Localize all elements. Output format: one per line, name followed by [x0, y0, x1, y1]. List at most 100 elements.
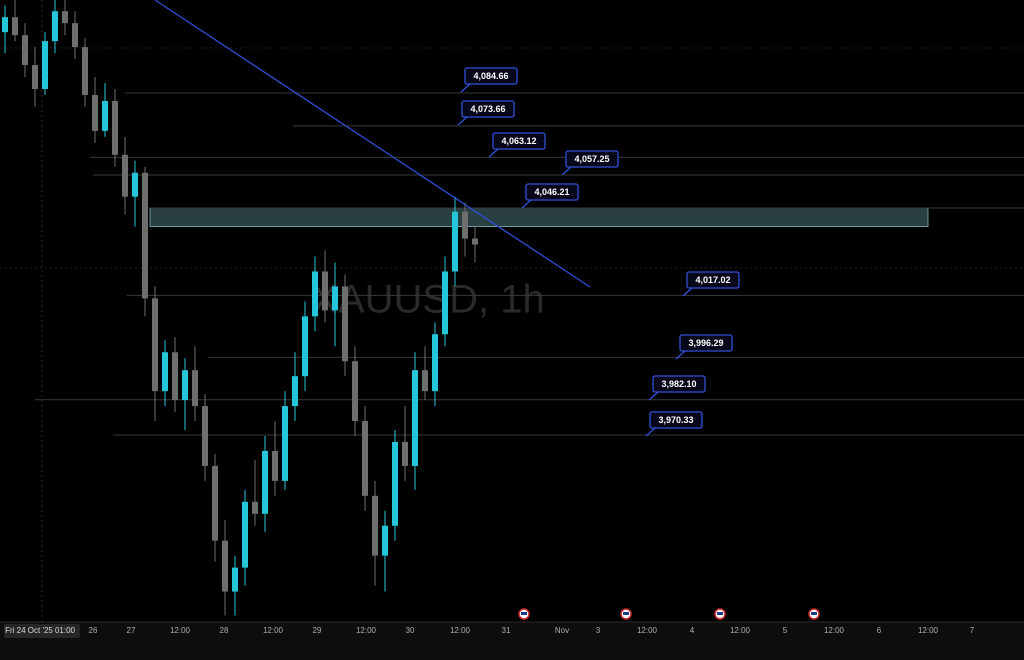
candle-body — [392, 441, 398, 526]
candle-body — [32, 65, 38, 89]
label-pointer — [521, 199, 532, 209]
x-tick-label: 7 — [970, 626, 975, 635]
candle-body — [352, 361, 358, 422]
level-label: 3,982.10 — [661, 379, 696, 389]
level-label: 3,996.29 — [688, 338, 723, 348]
x-tick-label: 29 — [313, 626, 322, 635]
candle-body — [372, 495, 378, 556]
time-axis — [0, 622, 1024, 660]
candle-body — [272, 450, 278, 481]
level-label: 4,063.12 — [501, 136, 536, 146]
candle-body — [212, 465, 218, 541]
label-pointer — [457, 116, 468, 126]
level-label: 4,073.66 — [470, 104, 505, 114]
level-label-box — [686, 271, 740, 289]
x-tick-label: 12:00 — [263, 626, 284, 635]
level-label-box — [525, 183, 579, 201]
candle-body — [192, 370, 198, 407]
candle-body — [162, 352, 168, 392]
level-label: 3,970.33 — [658, 415, 693, 425]
candle-body — [22, 35, 28, 66]
x-tick-label: 6 — [877, 626, 882, 635]
watermark: XAUUSD, 1h — [311, 278, 544, 322]
level-label-box — [652, 375, 706, 393]
x-tick-label: 30 — [406, 626, 415, 635]
x-tick-label: 28 — [220, 626, 229, 635]
level-label: 4,084.66 — [473, 71, 508, 81]
trend-line — [154, 0, 591, 288]
x-tick-label: 4 — [690, 626, 695, 635]
candle-body — [322, 271, 328, 311]
x-tick-label: 12:00 — [824, 626, 845, 635]
cursor-time-box — [4, 624, 80, 638]
candle-body — [122, 154, 128, 197]
candle-body — [62, 11, 68, 24]
x-tick-label: 12:00 — [450, 626, 471, 635]
candle-body — [382, 525, 388, 556]
candle-body — [82, 47, 88, 95]
level-label: 4,046.21 — [534, 187, 569, 197]
candle-body — [182, 370, 188, 401]
level-label-box — [649, 411, 703, 429]
candle-body — [42, 41, 48, 89]
x-tick-label: 12:00 — [730, 626, 751, 635]
x-tick-label: Nov — [555, 626, 569, 635]
x-tick-label: 5 — [783, 626, 788, 635]
candle-body — [472, 238, 478, 245]
event-flag — [717, 612, 723, 615]
level-label-box — [679, 334, 733, 352]
candle-body — [342, 286, 348, 362]
candle-body — [242, 501, 248, 568]
zone — [149, 207, 929, 227]
x-tick-label: 31 — [502, 626, 511, 635]
x-tick-label: Fri 24 Oct '25 — [5, 626, 53, 635]
label-pointer — [648, 391, 659, 401]
level-label-box — [492, 132, 546, 150]
candle-body — [262, 450, 268, 514]
candle-body — [132, 172, 138, 197]
x-tick-label: 27 — [127, 626, 136, 635]
candle-body — [432, 334, 438, 392]
candle-body — [302, 316, 308, 377]
candle-body — [412, 370, 418, 466]
candle-body — [282, 406, 288, 481]
event-flag — [623, 612, 629, 615]
x-tick-label: 01:00 — [55, 626, 76, 635]
label-pointer — [675, 350, 686, 360]
candle-body — [92, 94, 98, 131]
x-tick-label: 12:00 — [356, 626, 377, 635]
candle-body — [332, 286, 338, 311]
candle-body — [142, 172, 148, 299]
x-tick-label: 12:00 — [918, 626, 939, 635]
candle-body — [402, 441, 408, 466]
candle-body — [462, 211, 468, 239]
x-tick-label: 26 — [89, 626, 98, 635]
candle-body — [52, 11, 58, 42]
event-flag — [811, 612, 817, 615]
x-tick-label: 12:00 — [170, 626, 191, 635]
candle-body — [202, 406, 208, 466]
label-pointer — [645, 427, 656, 437]
label-pointer — [488, 148, 499, 158]
level-label: 4,057.25 — [574, 154, 609, 164]
label-pointer — [561, 166, 572, 176]
candle-body — [292, 376, 298, 407]
level-label-box — [565, 150, 619, 168]
candle-body — [222, 540, 228, 592]
candle-body — [152, 298, 158, 392]
candle-body — [2, 17, 8, 33]
label-pointer — [460, 83, 471, 93]
candle-body — [12, 17, 18, 36]
level-label-box — [461, 100, 515, 118]
label-pointer — [682, 287, 693, 297]
x-tick-label: 12:00 — [637, 626, 658, 635]
event-flag — [521, 612, 527, 615]
level-label-box — [464, 67, 518, 85]
candle-body — [232, 567, 238, 592]
x-tick-label: 3 — [596, 626, 601, 635]
candle-body — [102, 100, 108, 131]
candle-body — [422, 370, 428, 392]
candle-body — [112, 100, 118, 155]
